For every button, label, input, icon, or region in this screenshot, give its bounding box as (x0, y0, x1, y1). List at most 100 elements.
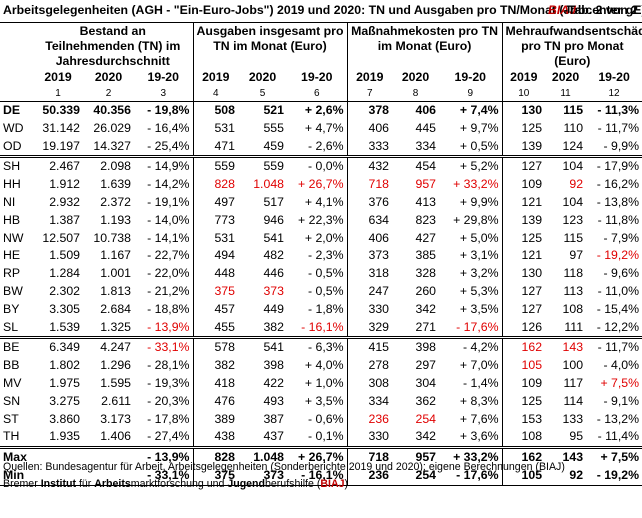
table-cell: 254 (392, 466, 440, 486)
table-cell: 130 (501, 100, 546, 120)
table-cell: 236 (346, 410, 393, 429)
table-cell: + 3,2% (459, 266, 499, 281)
table-row: MV 1.975 1.595 - 19,3% 418 422 + 1,0% 308 304 - 1… (0, 374, 642, 393)
table-cell: - 0,0% (287, 155, 348, 177)
table-cell: 236 (346, 466, 393, 486)
table-cell: + 3,1% (459, 248, 499, 263)
table-cell: 422 (263, 375, 284, 390)
table-cell: 126 (501, 318, 546, 338)
table-cell: 111 (564, 319, 584, 334)
table-cell: - 22,7% (147, 248, 190, 263)
table-cell: 1.595 (100, 375, 131, 390)
row-label: Min (0, 466, 33, 486)
table-cell: 109 (501, 374, 546, 393)
table-cell: 1.509 (49, 248, 80, 263)
table-cell: + 9,7% (459, 120, 499, 135)
table-cell: 100 (562, 358, 584, 373)
table-cell: 1.167 (100, 248, 131, 263)
table-cell: - 13,9% (147, 319, 190, 334)
table-cell: - 16,2% (596, 177, 640, 192)
table-cell: 139 (501, 137, 546, 157)
institute-text: ) (344, 478, 349, 490)
row-label: WD (3, 120, 24, 135)
table-cell: 114 (563, 393, 584, 408)
table-cell: 247 (346, 282, 393, 301)
institute-text: für (76, 478, 95, 490)
table-cell: 376 (346, 193, 393, 212)
table-cell: 373 (238, 466, 287, 486)
year-header: 2019 (501, 69, 546, 87)
table-cell (83, 466, 134, 486)
row-label: HE (3, 248, 21, 263)
table-cell: - 14,2% (147, 177, 190, 192)
table-cell: 125 (501, 392, 546, 411)
table-cell: 718 (346, 176, 393, 194)
year-header: 19-20 (598, 70, 630, 85)
table-cell: 4.247 (83, 336, 134, 358)
table-cell: 3.173 (100, 411, 131, 426)
table-cell: - 27,4% (134, 428, 193, 449)
table-cell: 95 (545, 428, 587, 449)
table-cell: 19.197 (42, 138, 80, 153)
table-cell: - 19,8% (134, 100, 193, 120)
table-cell: + 2,6% (287, 100, 348, 120)
institute-text: Arbeits (94, 478, 131, 490)
table-cell: + 5,2% (439, 155, 503, 177)
table-cell: - 4,2% (439, 336, 503, 358)
table-cell: - 9,6% (603, 266, 640, 281)
table-cell: 438 (192, 428, 238, 449)
table-cell: 109 (501, 176, 546, 194)
table-row: BE 6.349 4.247- 33,1% 578 541- 6,3% 415 398- 4… (0, 336, 642, 358)
table-cell: 31.142 (42, 120, 80, 135)
table-cell: 92 (545, 466, 587, 486)
col-number: 3 (160, 88, 167, 99)
table-cell: 115 (563, 230, 584, 245)
table-cell: 521 (238, 100, 287, 120)
table-row: SN 3.275 2.611 - 20,3% 476 493 + 3,5% 334 362 + 8… (0, 392, 642, 411)
table-cell: - 17,6% (456, 319, 499, 334)
table-cell: + 7,5% (586, 446, 642, 467)
table-cell: 330 (346, 428, 393, 449)
table-row: WD 31.142 26.029 - 16,4% 531 555 + 4,7% 406 445 +… (0, 119, 642, 138)
table-cell: 153 (501, 410, 546, 429)
table-cell: 508 (192, 100, 238, 120)
row-label: BB (3, 358, 20, 373)
table-cell: 427 (415, 230, 437, 245)
table-cell: 2.932 (49, 194, 80, 209)
year-header: 2020 (248, 70, 277, 85)
table-cell: - 9,1% (603, 393, 640, 408)
table-cell: + 9,9% (459, 194, 499, 209)
table-cell: - 0,5% (307, 266, 344, 281)
table-cell: 541 (238, 336, 287, 358)
table-row: BB 1.802 1.296 - 28,1% 382 398 + 4,0% 278 297 + 7… (0, 357, 642, 375)
table-row: DE 50.339 40.356- 19,8% 508 521 + 2,6% 378 406 +… (0, 100, 642, 120)
table-cell: - 22,0% (147, 266, 190, 281)
table-cell: 482 (263, 248, 284, 263)
table-cell: 1.406 (83, 428, 134, 449)
table-cell: 104 (545, 155, 587, 177)
table-cell: + 8,3% (459, 393, 499, 408)
table-cell: 375 (192, 282, 238, 301)
table-cell: 113 (563, 283, 584, 298)
col-number: 10 (501, 87, 546, 102)
table-cell: 389 (192, 410, 238, 429)
table-cell: 334 (346, 392, 393, 411)
table-cell: - 14,0% (147, 212, 190, 227)
table-cell: 125 (501, 229, 546, 248)
table-cell: 375 (192, 466, 238, 486)
institute-biaj: BIAJ (320, 478, 345, 490)
group-header-massnahmekosten: Maßnahmekosten pro TN im Monat (Euro) (346, 22, 503, 69)
table-cell (33, 446, 83, 467)
table-cell: 14.327 (93, 138, 131, 153)
table-cell: + 4,0% (304, 358, 344, 373)
table-cell: 541 (263, 230, 284, 245)
table-row: SH 2.467 2.098- 14,9% 559 559- 0,0% 432 454 + 5… (0, 155, 642, 177)
table-row: ST 3.860 3.173 - 17,8% 389 387 - 0,6% 236 254 + 7… (0, 410, 642, 429)
table-cell: 342 (415, 301, 437, 316)
table-row: Min - 33,1% 375 373- 16,1% 236 254- 17,6% 105 9… (0, 466, 642, 486)
table-cell: 139 (501, 211, 546, 230)
table-cell: - 4,0% (603, 358, 640, 373)
row-label: MV (3, 375, 22, 390)
table-cell: 105 (501, 466, 546, 486)
table-cell: - 19,2% (586, 466, 642, 486)
